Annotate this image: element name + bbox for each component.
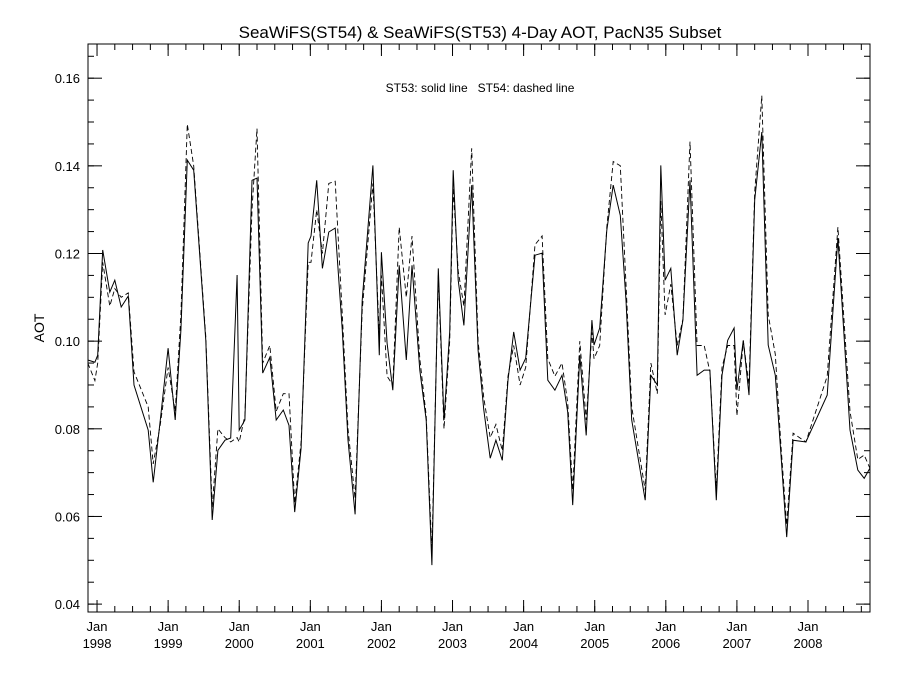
y-tick-label: 0.06 (55, 509, 80, 524)
x-tick-year: 2006 (651, 636, 680, 651)
y-tick-label: 0.04 (55, 597, 80, 612)
x-tick-year: 2005 (580, 636, 609, 651)
x-tick-month: Jan (798, 619, 819, 634)
x-tick-year: 2008 (794, 636, 823, 651)
x-tick-month: Jan (726, 619, 747, 634)
x-tick-month: Jan (371, 619, 392, 634)
x-tick-year: 2000 (225, 636, 254, 651)
y-tick-label: 0.10 (55, 334, 80, 349)
series-line-st54 (87, 95, 871, 552)
chart-title: SeaWiFS(ST54) & SeaWiFS(ST53) 4-Day AOT,… (239, 23, 722, 42)
y-tick-label: 0.14 (55, 159, 80, 174)
plot-frame (87, 43, 871, 613)
x-tick-year: 2001 (296, 636, 325, 651)
y-tick-label: 0.12 (55, 246, 80, 261)
x-tick-month: Jan (513, 619, 534, 634)
x-tick-month: Jan (300, 619, 321, 634)
y-tick-label: 0.16 (55, 71, 80, 86)
y-axis-label: AOT (31, 313, 47, 342)
x-tick-month: Jan (229, 619, 250, 634)
x-tick-year: 2002 (367, 636, 396, 651)
x-tick-year: 2007 (722, 636, 751, 651)
x-tick-year: 2003 (438, 636, 467, 651)
x-tick-month: Jan (442, 619, 463, 634)
y-tick-label: 0.08 (55, 422, 80, 437)
x-tick-month: Jan (655, 619, 676, 634)
series-line-st53 (87, 132, 871, 566)
x-tick-year: 2004 (509, 636, 538, 651)
x-tick-month: Jan (584, 619, 605, 634)
x-tick-year: 1998 (83, 636, 112, 651)
x-tick-month: Jan (87, 619, 108, 634)
x-tick-year: 1999 (154, 636, 183, 651)
legend-annotation: ST53: solid line ST54: dashed line (386, 81, 575, 95)
x-tick-month: Jan (158, 619, 179, 634)
